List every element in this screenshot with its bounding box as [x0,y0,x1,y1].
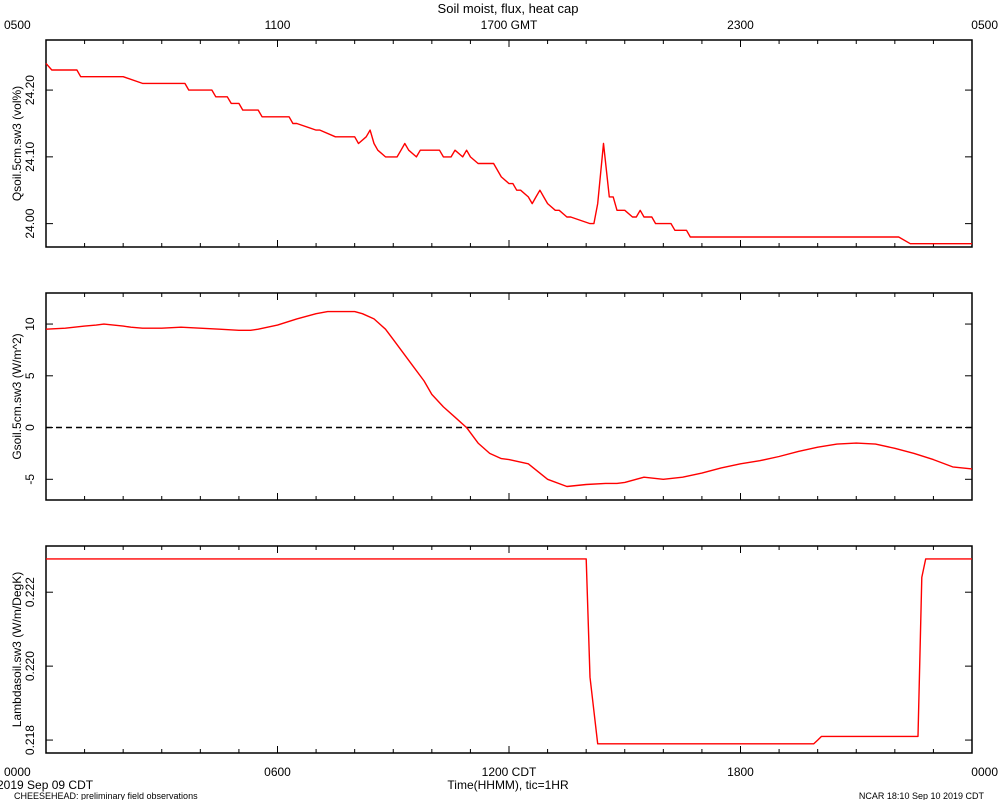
plot-frame-1 [45,39,973,248]
top-tick-label: 0500 [971,18,998,32]
top-tick-label: 0500 [4,18,31,32]
bottom-tick-label: 1200 CDT [482,765,537,779]
y-tick-label: 0.220 [23,651,37,681]
top-tick-label: 1700 GMT [481,18,538,32]
x-axis-label: Time(HHMM), tic=1HR [447,778,569,792]
series-line [45,310,973,488]
y-tick-label: 10 [23,317,37,331]
y-tick-label: -5 [23,474,37,485]
y-axis-label: Gsoil.5cm.sw3 (W/m^2) [10,333,24,459]
y-tick-label: 24.10 [23,142,37,172]
footer-stamp: NCAR 18:10 Sep 10 2019 CDT [859,791,985,800]
top-tick-label: 2300 [727,18,754,32]
bottom-tick-label: 0000 [4,765,31,779]
bottom-tick-label: 0000 [971,765,998,779]
y-tick-label: 24.00 [23,208,37,238]
chart-title: Soil moist, flux, heat cap [438,1,579,16]
y-tick-label: 5 [23,372,37,379]
series-line [46,558,972,745]
y-axis-label: Qsoil.5cm.sw3 (vol%) [10,86,24,201]
footer-date: 2019 Sep 09 CDT [0,778,94,792]
top-tick-label: 1100 [265,18,291,32]
bottom-tick-label: 0600 [264,765,291,779]
y-tick-label: 0.218 [23,725,37,755]
footer-source: CHEESEHEAD: preliminary field observatio… [14,791,198,800]
plot-frame-2 [45,292,973,501]
y-tick-label: 24.20 [23,75,37,105]
y-tick-label: 0.222 [23,577,37,607]
y-axis-label: Lambdasoil.sw3 (W/m/DegK) [10,572,24,727]
series-line [45,62,972,245]
bottom-tick-label: 1800 [727,765,754,779]
plot-frame-3 [45,545,973,754]
y-tick-label: 0 [23,424,37,431]
